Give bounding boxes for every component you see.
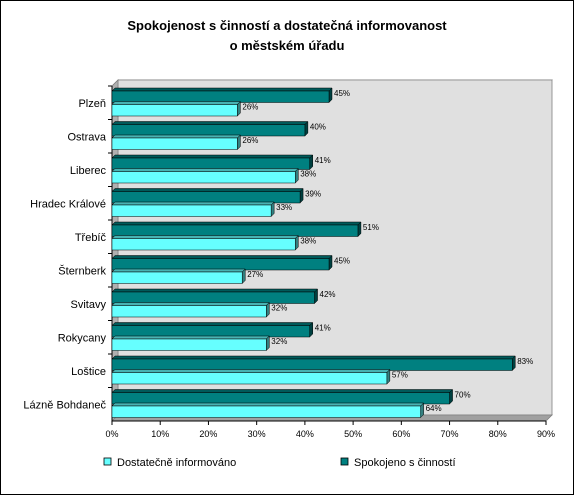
bar xyxy=(111,358,513,371)
x-tick-label: 80% xyxy=(489,429,507,439)
legend-label: Spokojeno s činností xyxy=(354,457,456,469)
bar-top-face xyxy=(111,402,425,407)
data-label: 38% xyxy=(300,237,316,246)
bar-top-face xyxy=(111,235,299,239)
data-label: 33% xyxy=(276,203,292,212)
bar xyxy=(111,291,315,304)
data-label: 45% xyxy=(334,89,350,98)
category-label: Plzeň xyxy=(78,98,106,110)
bar xyxy=(111,325,310,338)
bar-top-face xyxy=(111,168,299,172)
data-label: 64% xyxy=(426,404,442,413)
category-label: Liberec xyxy=(70,165,107,177)
x-tick-label: 20% xyxy=(199,429,217,439)
bar-top-face xyxy=(111,268,246,273)
data-label: 32% xyxy=(271,337,287,346)
data-label: 39% xyxy=(305,190,321,199)
data-label: 26% xyxy=(242,103,258,112)
legend-swatch xyxy=(103,457,112,466)
bar xyxy=(111,372,388,385)
bar xyxy=(111,271,243,284)
data-label: 41% xyxy=(315,156,331,165)
bar xyxy=(111,191,301,204)
data-label: 45% xyxy=(334,257,350,266)
x-tick-label: 40% xyxy=(296,429,314,439)
category-label: Rokycany xyxy=(58,332,107,344)
x-tick-label: 50% xyxy=(344,429,362,439)
category-label: Svitavy xyxy=(71,299,107,311)
bar xyxy=(111,137,238,150)
bar xyxy=(111,238,296,251)
category-label: Ostrava xyxy=(67,131,106,143)
bar xyxy=(111,405,421,418)
data-label: 57% xyxy=(392,371,408,380)
data-label: 38% xyxy=(300,170,316,179)
data-label: 51% xyxy=(363,223,379,232)
chart-title-line-2: o městském úřadu xyxy=(230,38,345,53)
bar-top-face xyxy=(111,134,241,139)
data-label: 70% xyxy=(455,391,471,400)
bar-top-face xyxy=(111,389,454,393)
category-label: Lázně Bohdaneč xyxy=(23,399,106,411)
data-label: 42% xyxy=(320,290,336,299)
chart-title-line-1: Spokojenost s činností a dostatečná info… xyxy=(127,18,447,33)
x-tick-label: 90% xyxy=(537,429,555,439)
bar xyxy=(111,171,296,184)
bar-top-face xyxy=(111,288,319,293)
bar xyxy=(111,392,450,405)
bar-top-face xyxy=(111,101,241,105)
category-label: Hradec Králové xyxy=(30,198,106,210)
data-label: 40% xyxy=(310,123,326,132)
bar-top-face xyxy=(111,87,333,92)
bar xyxy=(111,258,330,271)
x-tick-label: 30% xyxy=(248,429,266,439)
category-label: Šternberk xyxy=(58,264,106,277)
bar xyxy=(111,305,267,318)
bar-top-face xyxy=(111,121,309,125)
bar-top-face xyxy=(111,355,516,360)
bar xyxy=(111,104,238,117)
x-tick-label: 60% xyxy=(392,429,410,439)
x-tick-label: 10% xyxy=(151,429,169,439)
data-label: 27% xyxy=(247,270,263,279)
data-label: 83% xyxy=(517,357,533,366)
bar-top-face xyxy=(111,154,314,159)
legend-swatch xyxy=(340,457,349,466)
legend-label: Dostatečně informováno xyxy=(117,457,236,469)
bar xyxy=(111,224,359,237)
bar-top-face xyxy=(111,335,270,340)
bar-top-face xyxy=(111,369,391,373)
x-tick-label: 0% xyxy=(105,429,118,439)
bar-top-face xyxy=(111,255,333,259)
bar xyxy=(111,204,272,217)
bar-top-face xyxy=(111,221,362,226)
bar xyxy=(111,124,306,137)
data-label: 41% xyxy=(315,324,331,333)
bar-top-face xyxy=(111,188,304,192)
bar-top-face xyxy=(111,322,314,326)
category-label: Loštice xyxy=(71,366,106,378)
bar xyxy=(111,157,310,170)
data-label: 26% xyxy=(242,136,258,145)
bar-top-face xyxy=(111,302,270,306)
x-tick-label: 70% xyxy=(441,429,459,439)
bar xyxy=(111,338,267,351)
data-label: 32% xyxy=(271,304,287,313)
category-label: Třebíč xyxy=(75,232,107,244)
bar xyxy=(111,90,330,103)
bar-top-face xyxy=(111,201,275,206)
